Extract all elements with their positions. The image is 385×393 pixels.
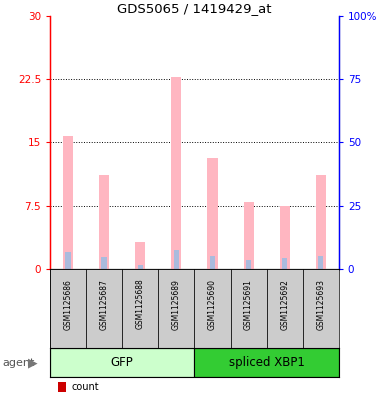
Text: GSM1125691: GSM1125691 bbox=[244, 279, 253, 329]
Bar bbox=[231, 269, 266, 348]
Bar bbox=[122, 269, 158, 348]
Bar bbox=[63, 136, 73, 269]
Bar bbox=[50, 269, 86, 348]
Bar bbox=[174, 250, 179, 269]
Text: count: count bbox=[72, 382, 100, 392]
Text: ▶: ▶ bbox=[28, 356, 37, 369]
Text: GFP: GFP bbox=[111, 356, 134, 369]
Text: GSM1125689: GSM1125689 bbox=[172, 279, 181, 329]
Text: GSM1125692: GSM1125692 bbox=[280, 279, 289, 329]
Bar bbox=[210, 256, 215, 269]
Text: GSM1125690: GSM1125690 bbox=[208, 279, 217, 330]
Bar bbox=[158, 269, 194, 348]
Text: GSM1125686: GSM1125686 bbox=[64, 279, 73, 329]
Bar bbox=[194, 269, 231, 348]
Text: GSM1125688: GSM1125688 bbox=[136, 279, 145, 329]
Bar bbox=[99, 174, 109, 269]
Text: spliced XBP1: spliced XBP1 bbox=[229, 356, 305, 369]
Bar bbox=[246, 259, 251, 269]
Bar bbox=[318, 256, 323, 269]
Bar bbox=[303, 269, 339, 348]
Bar bbox=[137, 264, 143, 269]
Bar bbox=[266, 269, 303, 348]
Bar bbox=[282, 258, 287, 269]
Text: GSM1125687: GSM1125687 bbox=[100, 279, 109, 329]
Bar bbox=[65, 252, 71, 269]
Text: agent: agent bbox=[2, 358, 34, 367]
Bar bbox=[194, 348, 339, 377]
Bar bbox=[50, 348, 194, 377]
Bar bbox=[135, 242, 145, 269]
Bar bbox=[171, 77, 181, 269]
Bar bbox=[102, 257, 107, 269]
Bar bbox=[244, 202, 254, 269]
Bar bbox=[86, 269, 122, 348]
Bar bbox=[208, 158, 218, 269]
Text: GSM1125693: GSM1125693 bbox=[316, 279, 325, 330]
Bar bbox=[280, 206, 290, 269]
Bar bbox=[316, 174, 326, 269]
Title: GDS5065 / 1419429_at: GDS5065 / 1419429_at bbox=[117, 2, 272, 15]
